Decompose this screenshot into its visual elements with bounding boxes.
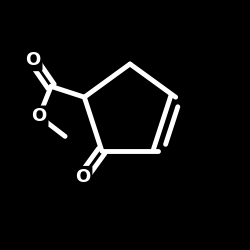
Text: O: O <box>26 51 41 69</box>
Text: O: O <box>75 168 90 186</box>
Text: O: O <box>32 107 47 125</box>
